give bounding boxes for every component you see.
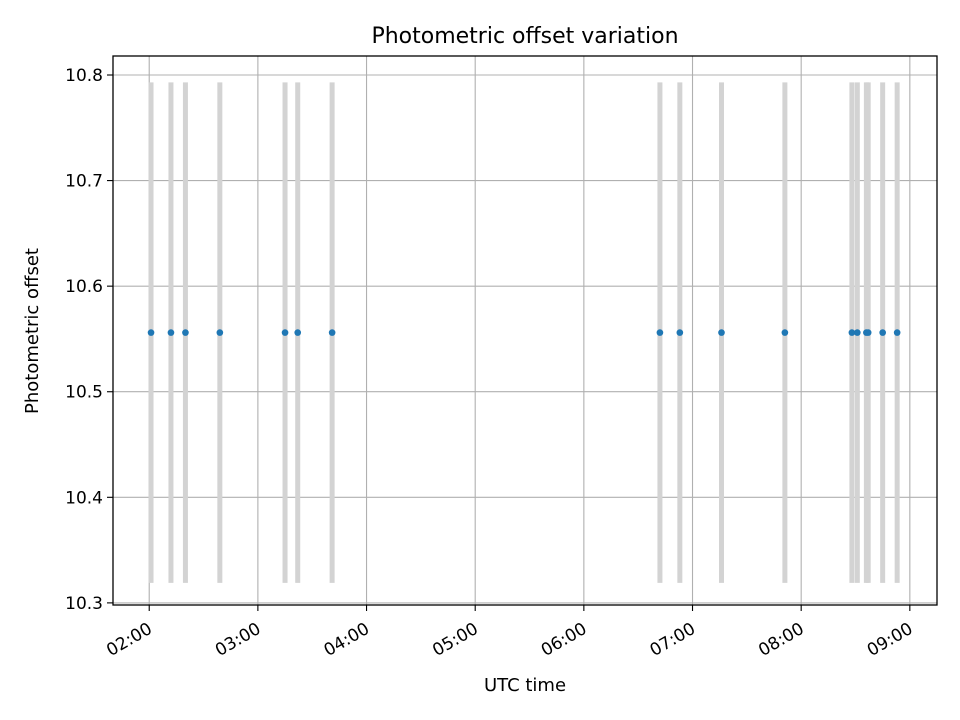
data-point [328, 329, 336, 336]
data-point [676, 329, 684, 336]
data-point [167, 329, 175, 336]
y-tick-label: 10.5 [65, 383, 103, 403]
plot-frame [112, 55, 938, 606]
data-point [216, 329, 224, 336]
data-point [781, 329, 789, 336]
y-tick-label: 10.6 [65, 277, 103, 297]
data-point [864, 329, 872, 336]
data-point [848, 329, 856, 336]
y-tick-label: 10.3 [65, 594, 103, 614]
data-point [656, 329, 664, 336]
y-tick-label: 10.4 [65, 488, 103, 508]
chart-title: Photometric offset variation [371, 24, 678, 49]
data-point [879, 329, 886, 336]
data-point [182, 329, 189, 336]
y-tick-label: 10.7 [65, 172, 103, 192]
y-axis-ticks: 10.3 10.4 10.5 10.6 10.7 10.8 [65, 66, 113, 614]
x-axis-label: UTC time [484, 675, 566, 696]
y-axis-label: Photometric offset [22, 248, 43, 414]
data-points [147, 329, 901, 336]
data-point [147, 329, 155, 336]
grid [113, 56, 937, 605]
data-point [854, 329, 861, 336]
data-point [718, 329, 725, 336]
data-point [893, 329, 901, 336]
data-point [281, 329, 289, 336]
y-tick-label: 10.8 [65, 66, 103, 86]
data-point [294, 329, 302, 336]
